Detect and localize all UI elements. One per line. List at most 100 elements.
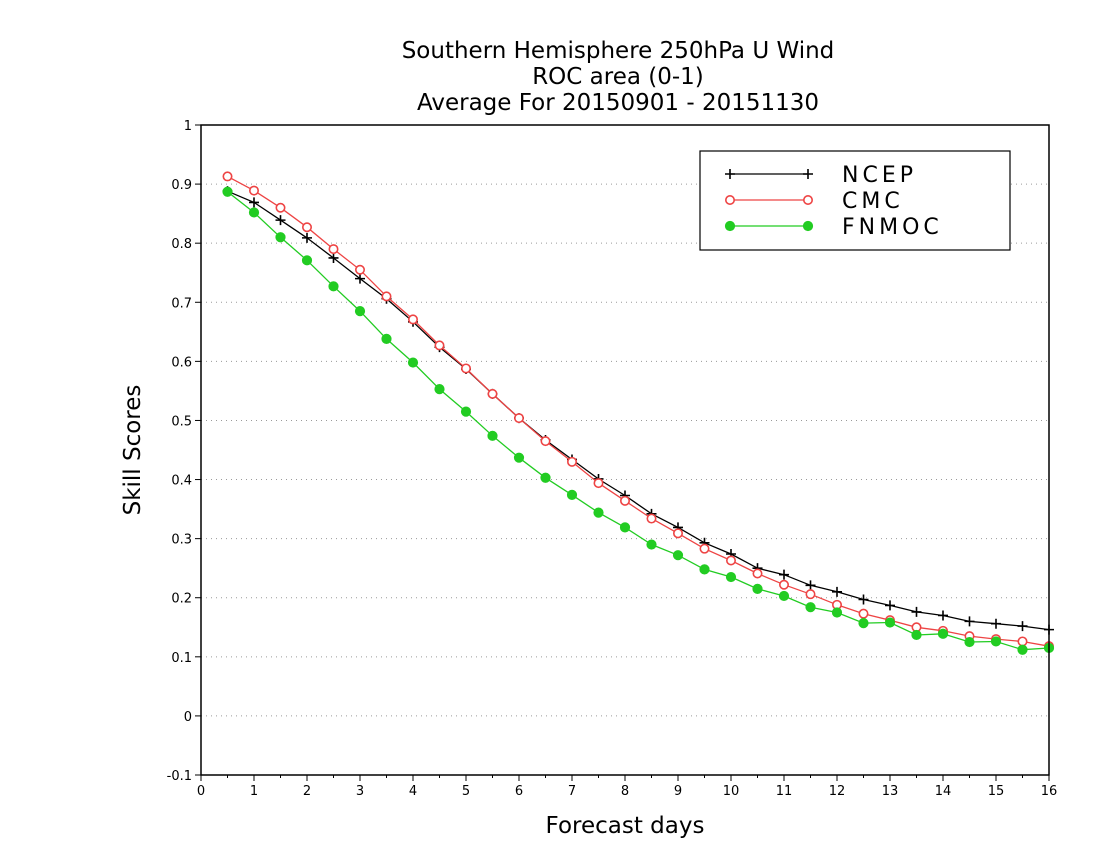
- y-tick-label: 0.8: [171, 237, 192, 252]
- x-axis-ticks: 0 1 2 3 4 5 6 7 8 9 10 11 12 13 14 15 16: [197, 775, 1057, 799]
- legend-marker-fnmoc: [724, 220, 736, 232]
- fnmoc-series: [222, 186, 1055, 655]
- x-tick-label: 6: [515, 784, 523, 799]
- cmc-point: [619, 495, 630, 506]
- chart-subtitle: ROC area (0-1): [532, 64, 704, 90]
- x-tick-label: 8: [621, 784, 629, 799]
- cmc-point: [778, 579, 789, 590]
- fnmoc-point: [487, 430, 498, 441]
- fnmoc-point: [699, 564, 710, 575]
- fnmoc-point: [672, 550, 684, 561]
- cmc-point: [672, 528, 683, 539]
- y-tick-label: 0.6: [171, 355, 192, 370]
- y-tick-label: 0.9: [171, 178, 192, 193]
- fnmoc-point: [354, 306, 366, 317]
- fnmoc-point: [858, 618, 869, 629]
- cmc-point: [434, 340, 445, 351]
- chart-title: Southern Hemisphere 250hPa U Wind: [402, 38, 835, 64]
- y-tick-label: 0.4: [171, 474, 192, 489]
- x-tick-label: 10: [723, 784, 740, 799]
- x-tick-label: 16: [1041, 784, 1058, 799]
- cmc-point: [593, 478, 604, 489]
- fnmoc-point: [990, 636, 1002, 647]
- fnmoc-point: [619, 522, 631, 533]
- y-tick-label: -0.1: [167, 769, 192, 784]
- cmc-point: [487, 388, 498, 399]
- legend-item-fnmoc: FNMOC: [724, 215, 939, 240]
- fnmoc-point: [911, 629, 922, 641]
- y-tick-label: 0.5: [171, 414, 192, 429]
- ncep-point: [355, 273, 365, 284]
- fnmoc-point: [937, 628, 949, 639]
- cmc-point: [725, 555, 736, 566]
- fnmoc-point: [328, 281, 339, 292]
- fnmoc-point: [752, 583, 763, 594]
- x-tick-label: 7: [568, 784, 576, 799]
- x-tick-label: 0: [197, 784, 205, 799]
- fnmoc-point: [460, 406, 472, 417]
- cmc-point: [566, 456, 577, 467]
- ncep-point: [832, 586, 842, 597]
- y-tick-label: 0.1: [171, 651, 192, 666]
- cmc-point: [301, 222, 312, 233]
- ncep-point: [779, 569, 789, 580]
- y-tick-label: 0: [184, 710, 192, 725]
- legend-item-cmc: CMC: [724, 189, 904, 214]
- cmc-point: [460, 363, 471, 374]
- fnmoc-point: [805, 602, 816, 613]
- cmc-point: [752, 568, 763, 579]
- fnmoc-point: [964, 636, 975, 648]
- cmc-point: [275, 202, 286, 213]
- x-tick-label: 13: [882, 784, 899, 799]
- fnmoc-point: [831, 607, 843, 618]
- cmc-point: [646, 513, 657, 524]
- fnmoc-point: [407, 357, 419, 368]
- x-tick-label: 2: [303, 784, 311, 799]
- x-tick-label: 15: [988, 784, 1005, 799]
- cmc-point: [381, 291, 392, 302]
- x-tick-label: 9: [674, 784, 682, 799]
- legend-label-ncep: NCEP: [842, 163, 917, 188]
- legend-marker-ncep: [803, 169, 813, 179]
- cmc-point: [407, 314, 418, 325]
- x-tick-label: 1: [250, 784, 258, 799]
- fnmoc-point: [275, 232, 286, 243]
- cmc-point: [513, 413, 524, 424]
- fnmoc-point: [540, 472, 551, 483]
- fnmoc-point: [884, 617, 896, 628]
- ncep-point: [991, 618, 1001, 629]
- plot-frame: [200, 124, 1050, 776]
- x-tick-label: 4: [409, 784, 417, 799]
- cmc-point: [858, 608, 869, 619]
- legend-marker-fnmoc: [802, 220, 814, 232]
- x-tick-label: 14: [935, 784, 952, 799]
- cmc-point: [699, 543, 710, 554]
- chart-period: Average For 20150901 - 20151130: [417, 90, 819, 116]
- legend-marker-ncep: [725, 169, 735, 179]
- ncep-point: [885, 600, 895, 611]
- fnmoc-point: [301, 255, 313, 266]
- cmc-point: [222, 171, 233, 182]
- x-tick-label: 11: [776, 784, 793, 799]
- y-tick-label: 0.7: [171, 296, 192, 311]
- legend-label-cmc: CMC: [842, 189, 904, 214]
- y-tick-label: 1: [184, 119, 192, 134]
- x-axis-title: Forecast days: [546, 813, 705, 839]
- cmc-point: [354, 264, 365, 275]
- y-axis-title: Skill Scores: [120, 385, 146, 516]
- x-tick-label: 5: [462, 784, 470, 799]
- legend-marker-cmc: [724, 195, 735, 206]
- fnmoc-point: [778, 590, 790, 602]
- data-series: [222, 171, 1055, 655]
- ncep-point: [275, 215, 286, 226]
- cmc-point: [1017, 636, 1028, 647]
- ncep-point: [938, 610, 948, 621]
- fnmoc-point: [381, 333, 392, 345]
- legend-marker-cmc: [802, 195, 813, 206]
- cmc-point: [540, 436, 551, 447]
- cmc-point: [328, 244, 339, 255]
- cmc-point: [249, 185, 260, 196]
